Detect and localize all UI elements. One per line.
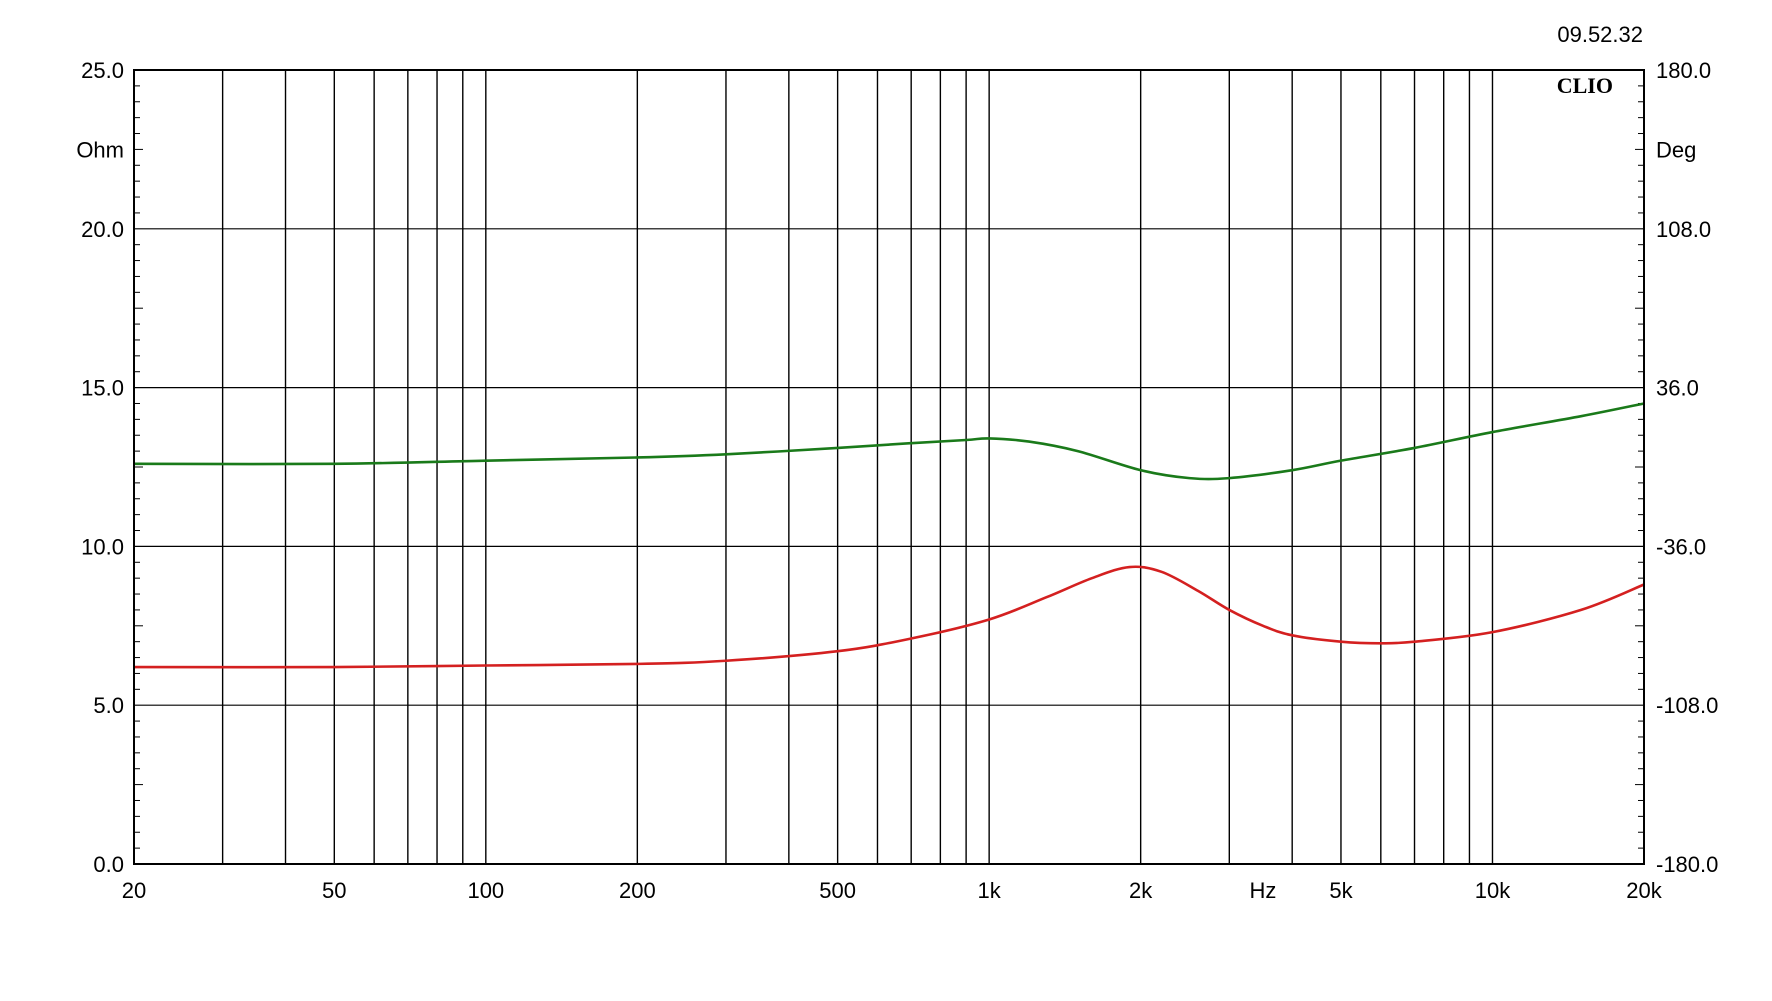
series-layer <box>133 402 1645 669</box>
x-tick-label: 100 <box>467 878 504 903</box>
x-tick-label: 500 <box>819 878 856 903</box>
y-left-tick-label: 0.0 <box>93 852 124 877</box>
timestamp: 09.52.32 <box>1557 22 1643 47</box>
y-left-tick-label: 25.0 <box>81 58 124 83</box>
x-tick-label: 10k <box>1475 878 1511 903</box>
y-right-tick-label: -108.0 <box>1656 693 1718 718</box>
clio-logo: CLIO <box>1557 73 1613 98</box>
y-right-tick-label: -180.0 <box>1656 852 1718 877</box>
y-right-tick-label: 108.0 <box>1656 217 1711 242</box>
x-tick-label: 5k <box>1329 878 1353 903</box>
x-tick-label: 2k <box>1129 878 1153 903</box>
y-right-unit: Deg <box>1656 137 1696 162</box>
y-right-tick-label: -36.0 <box>1656 534 1706 559</box>
x-tick-label: 20k <box>1626 878 1662 903</box>
y-right-tick-label: 36.0 <box>1656 376 1699 401</box>
x-tick-label: 200 <box>619 878 656 903</box>
y-left-tick-label: 15.0 <box>81 376 124 401</box>
series-line-2 <box>133 565 1645 669</box>
y-left-tick-label: 20.0 <box>81 217 124 242</box>
y-left-tick-label: 10.0 <box>81 534 124 559</box>
plot-frame <box>133 69 1645 865</box>
series-line-1 <box>133 402 1645 481</box>
tick-labels: 0.0 5.0 10.0 15.0 20.0 25.0 -180.0 -108.0 -36.0 3… <box>76 58 1718 903</box>
y-right-tick-label: 180.0 <box>1656 58 1711 83</box>
x-tick-label: 20 <box>122 878 146 903</box>
x-unit: Hz <box>1250 878 1277 903</box>
x-tick-label: 1k <box>978 878 1002 903</box>
x-tick-label: 50 <box>322 878 346 903</box>
y-left-tick-label: 5.0 <box>93 693 124 718</box>
y-left-unit: Ohm <box>76 137 124 162</box>
